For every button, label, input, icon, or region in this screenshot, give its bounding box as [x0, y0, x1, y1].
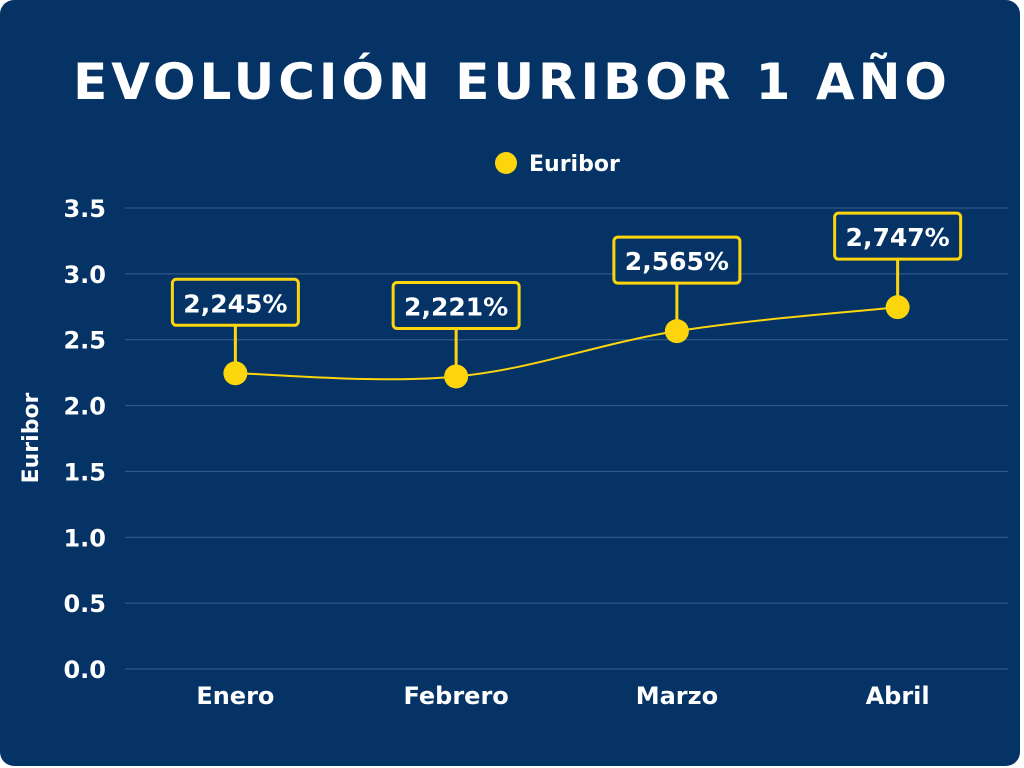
- data-label-box: [612, 235, 742, 285]
- x-tick-label: Febrero: [403, 682, 508, 710]
- y-axis-title: Euribor: [19, 392, 44, 483]
- x-axis-ticks: Enero Febrero Marzo Abril: [196, 682, 929, 710]
- legend-label: Euribor: [529, 152, 620, 177]
- data-label: 2,221%: [391, 280, 521, 377]
- y-tick-label: 3.5: [63, 195, 106, 223]
- data-label: 2,565%: [612, 235, 742, 332]
- y-tick-label: 1.0: [63, 524, 106, 552]
- y-axis-ticks: 0.0 0.5 1.0 1.5 2.0 2.5 3.0 3.5: [63, 195, 106, 684]
- data-label: 2,245%: [170, 277, 300, 374]
- gridlines: [125, 207, 1008, 670]
- data-label-box: [833, 211, 963, 261]
- x-tick-label: Abril: [866, 682, 930, 710]
- data-label-text: 2,747%: [846, 223, 950, 252]
- data-label-text: 2,221%: [404, 292, 508, 321]
- legend-marker: [495, 152, 517, 174]
- chart-legend: Euribor: [495, 152, 620, 177]
- data-labels: 2,245% 2,221% 2,565% 2,747%: [170, 211, 963, 377]
- chart-title: EVOLUCIÓN EURIBOR 1 AÑO: [73, 52, 951, 111]
- x-tick-label: Enero: [196, 682, 274, 710]
- y-tick-label: 2.0: [63, 393, 106, 421]
- data-label-text: 2,245%: [183, 289, 287, 318]
- y-tick-label: 2.5: [63, 327, 106, 355]
- y-tick-label: 0.5: [63, 590, 106, 618]
- series-euribor: [223, 295, 910, 389]
- series-line: [235, 306, 898, 381]
- data-label-box: [391, 280, 521, 330]
- y-tick-label: 1.5: [63, 458, 106, 486]
- data-label-box: [170, 277, 300, 327]
- data-label: 2,747%: [833, 211, 963, 308]
- x-tick-label: Marzo: [636, 682, 718, 710]
- y-tick-label: 3.0: [63, 261, 106, 289]
- data-label-text: 2,565%: [625, 247, 729, 276]
- y-tick-label: 0.0: [63, 656, 106, 684]
